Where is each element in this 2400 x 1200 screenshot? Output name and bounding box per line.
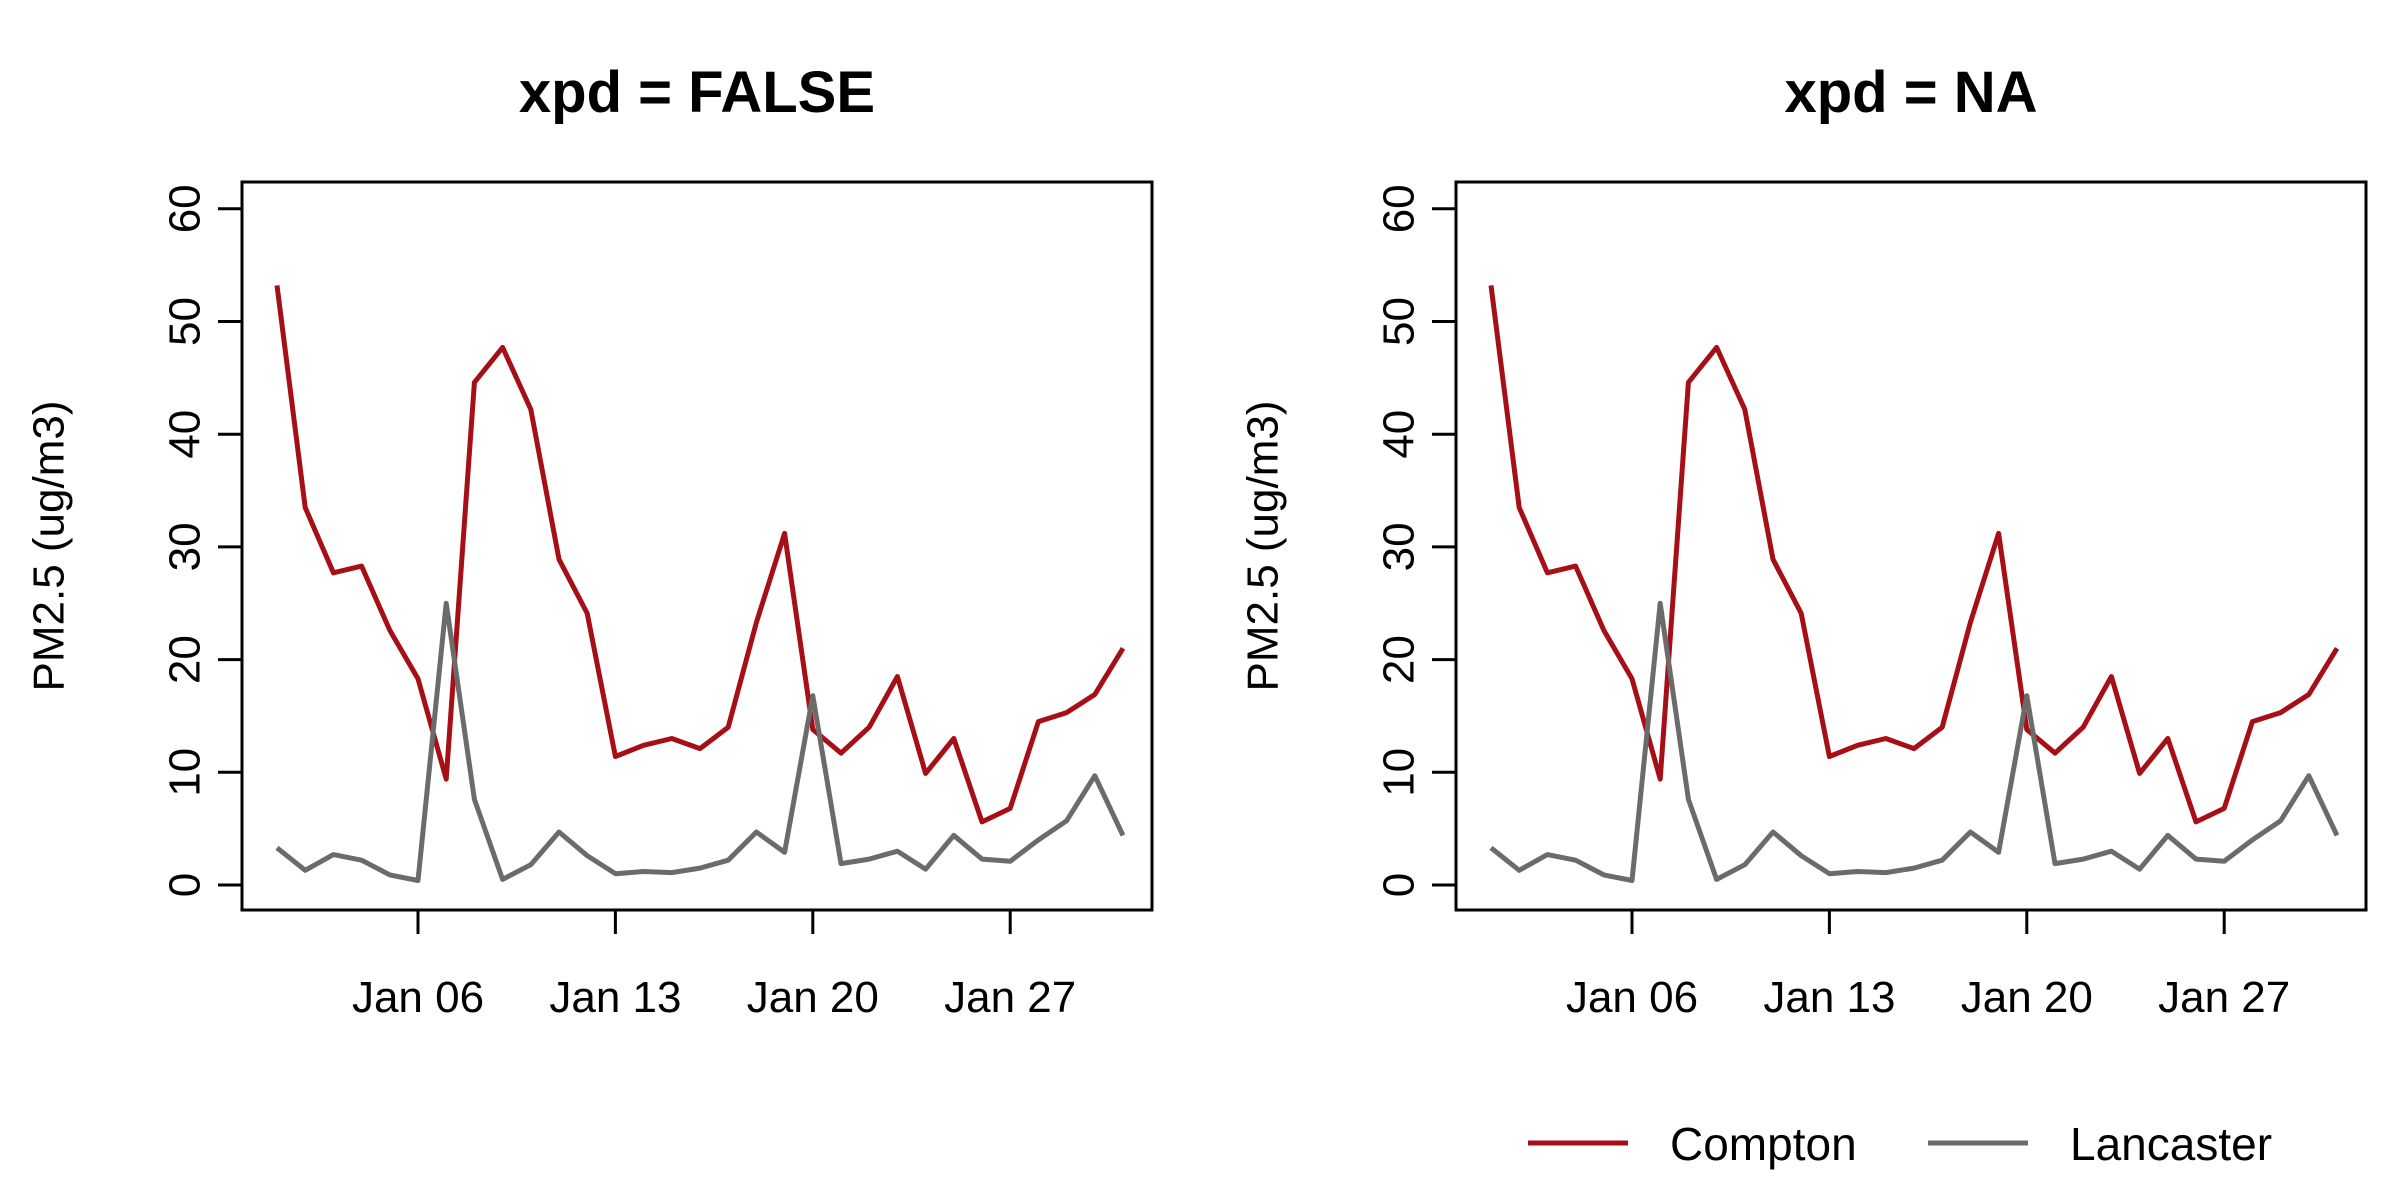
- y-tick-label: 20: [161, 635, 210, 684]
- series-layer: [1488, 285, 2340, 883]
- y-axis-label: PM2.5 (ug/m3): [25, 401, 74, 692]
- legend-label-compton: Compton: [1670, 1118, 1857, 1170]
- legend-label-lancaster: Lancaster: [2070, 1118, 2272, 1170]
- series-line-lancaster: [275, 600, 1126, 883]
- x-tick-label: Jan 13: [1763, 973, 1895, 1022]
- x-tick-label: Jan 20: [1961, 973, 2093, 1022]
- x-tick-label: Jan 27: [2158, 973, 2290, 1022]
- y-tick-label: 50: [1375, 297, 1424, 346]
- legend: Compton Lancaster: [1528, 1118, 2272, 1170]
- y-tick-label: 30: [161, 522, 210, 571]
- x-tick-label: Jan 13: [549, 973, 681, 1022]
- series-line-lancaster: [1489, 600, 2340, 883]
- y-axis-label: PM2.5 (ug/m3): [1239, 401, 1288, 692]
- y-tick-label: 40: [1375, 410, 1424, 459]
- y-axis: 0 10 20 30 40 50 60: [161, 184, 244, 897]
- y-tick-label: 60: [1375, 184, 1424, 233]
- x-tick-label: Jan 27: [944, 973, 1076, 1022]
- panel-left: xpd = FALSE PM2.5 (ug/m3) 0102030405060 …: [25, 60, 1154, 1022]
- y-axis: 0 10 20 30 40 50 60: [1375, 184, 1458, 897]
- panel-right: xpd = NA PM2.5 (ug/m3) 0 10 20 30 40 50 60 Jan…: [1239, 60, 2368, 1022]
- y-tick-label: 30: [1375, 522, 1424, 571]
- x-tick-label: Jan 20: [747, 973, 879, 1022]
- y-tick-label: 50: [161, 297, 210, 346]
- series-layer: [274, 285, 1126, 883]
- y-tick-label: 0: [161, 873, 210, 897]
- y-tick-label: 10: [1375, 748, 1424, 797]
- y-tick-label: 0: [1375, 873, 1424, 897]
- x-axis: Jan 06 Jan 13 Jan 20 Jan 27: [1566, 908, 2290, 1022]
- x-tick-label: Jan 06: [352, 973, 484, 1022]
- y-tick-label: 10: [161, 748, 210, 797]
- x-axis: Jan 06 Jan 13 Jan 20 Jan 27: [352, 908, 1076, 1022]
- y-tick-label: 20: [1375, 635, 1424, 684]
- x-tick-label: Jan 06: [1566, 973, 1698, 1022]
- y-tick-label: 40: [161, 410, 210, 459]
- y-tick-label: 60: [161, 184, 210, 233]
- series-line-compton: [1488, 285, 2340, 825]
- chart-title: xpd = FALSE: [519, 60, 875, 125]
- chart-title: xpd = NA: [1785, 60, 2038, 125]
- series-line-compton: [274, 285, 1126, 825]
